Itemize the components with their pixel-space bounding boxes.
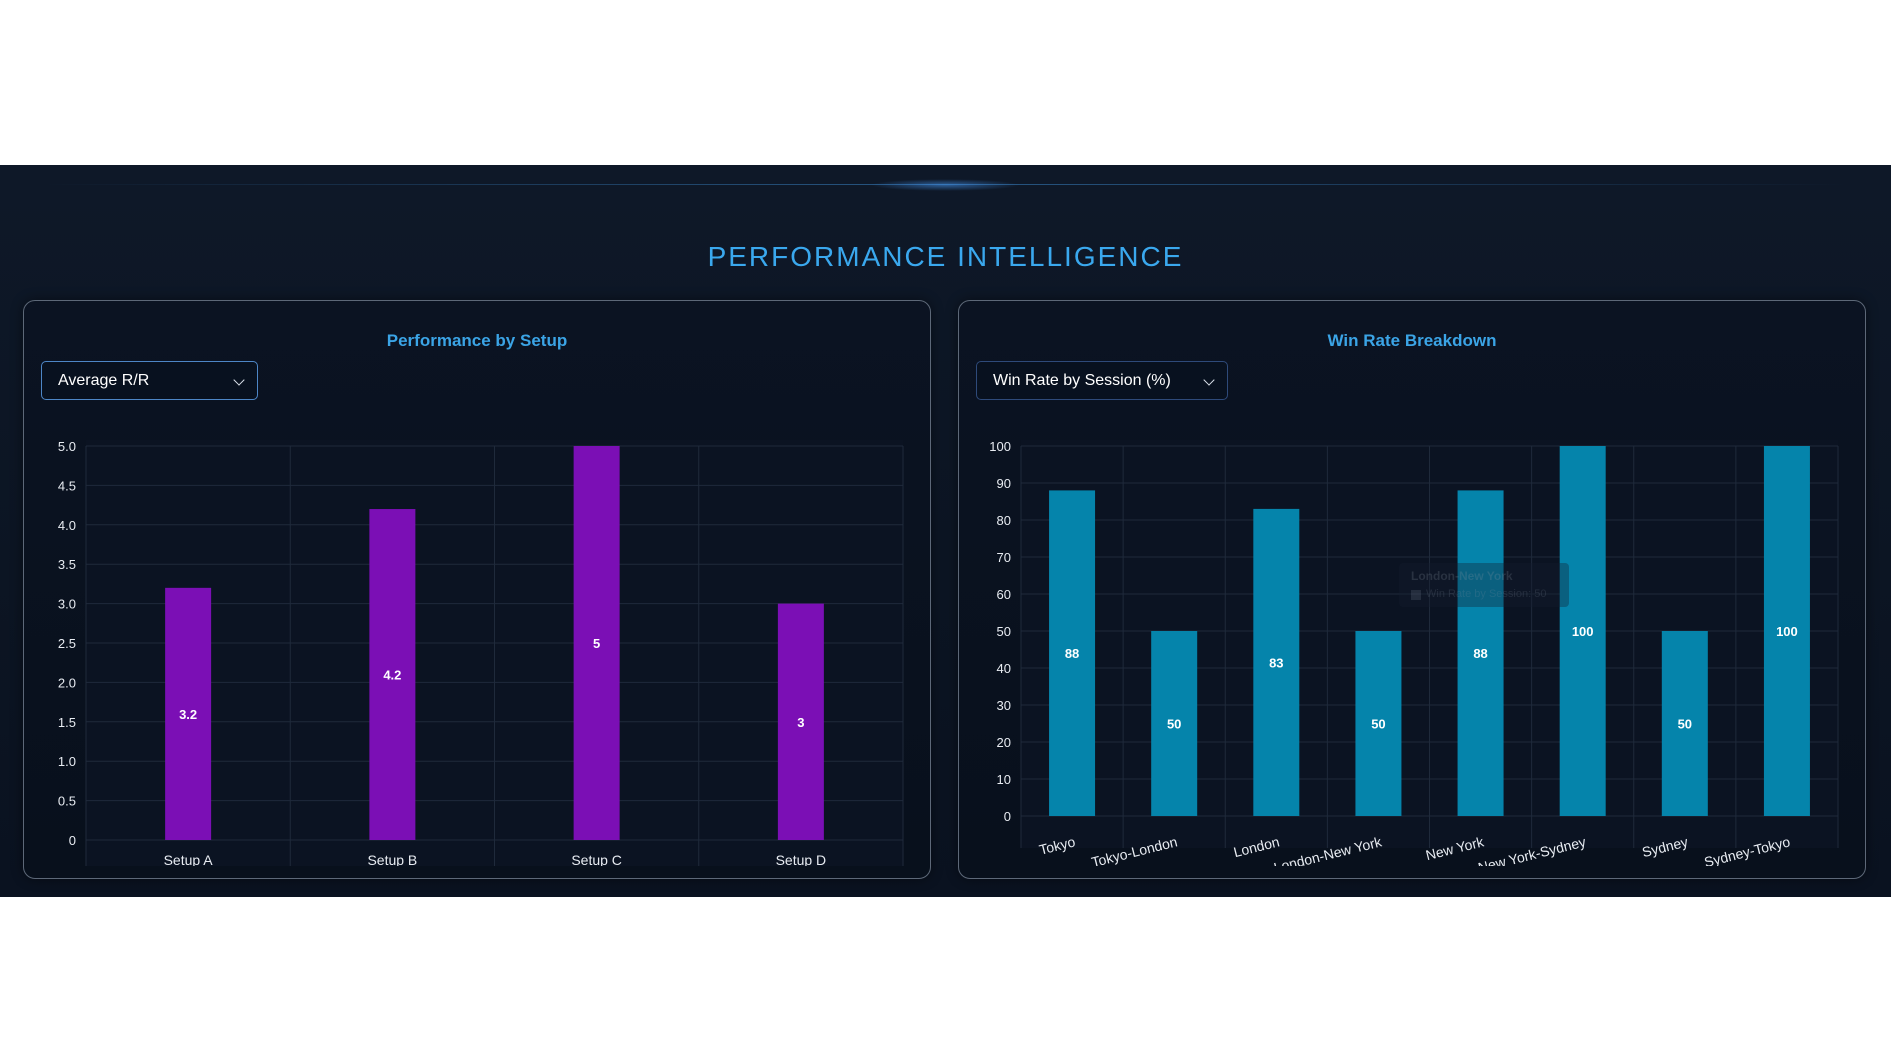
tooltip-swatch bbox=[1411, 590, 1421, 600]
page-title: PERFORMANCE INTELLIGENCE bbox=[707, 241, 1184, 272]
bar bbox=[573, 446, 620, 840]
bar bbox=[1559, 446, 1606, 816]
bar bbox=[369, 509, 416, 840]
dashboard-section: PERFORMANCE INTELLIGENCE Performance by … bbox=[0, 165, 1891, 897]
y-tick-label: 3.5 bbox=[58, 557, 76, 572]
y-tick-label: 100 bbox=[989, 439, 1011, 454]
bar-value-label: 100 bbox=[1572, 624, 1594, 639]
bar bbox=[1457, 490, 1504, 816]
win-rate-panel: Win Rate Breakdown Win Rate by Session (… bbox=[958, 300, 1866, 879]
y-tick-label: 90 bbox=[997, 476, 1011, 491]
y-tick-label: 40 bbox=[997, 661, 1011, 676]
bar-value-label: 50 bbox=[1678, 717, 1692, 732]
bar bbox=[1355, 631, 1402, 816]
bar-value-label: 83 bbox=[1269, 655, 1283, 670]
setup-metric-select[interactable]: Average R/R bbox=[41, 361, 258, 400]
bar bbox=[165, 587, 212, 840]
win-rate-metric-select-value: Win Rate by Session (%) bbox=[993, 372, 1171, 389]
y-tick-label: 0 bbox=[69, 833, 76, 848]
bar-value-label: 88 bbox=[1065, 646, 1079, 661]
bar-value-label: 50 bbox=[1371, 717, 1385, 732]
x-tick-label: Setup C bbox=[571, 852, 622, 866]
bar bbox=[1253, 508, 1300, 816]
x-tick-label: Setup D bbox=[776, 852, 827, 866]
bar bbox=[1049, 490, 1096, 816]
y-tick-label: 70 bbox=[997, 550, 1011, 565]
x-tick-label: Setup A bbox=[164, 852, 214, 866]
bar bbox=[1763, 446, 1810, 816]
x-tick-label: Setup B bbox=[367, 852, 417, 866]
bar bbox=[777, 603, 824, 840]
win-rate-metric-select[interactable]: Win Rate by Session (%) bbox=[976, 361, 1228, 400]
bar-value-label: 3 bbox=[797, 715, 804, 730]
tooltip-body: Win Rate by Session: 50 bbox=[1426, 588, 1547, 600]
chart-tooltip: London-New York Win Rate by Session: 50 bbox=[1399, 563, 1569, 607]
chevron-down-icon bbox=[1203, 374, 1215, 386]
y-tick-label: 0.5 bbox=[58, 794, 76, 809]
y-tick-label: 5.0 bbox=[58, 439, 76, 454]
y-tick-label: 4.5 bbox=[58, 478, 76, 493]
chevron-down-icon bbox=[233, 374, 245, 386]
y-tick-label: 2.0 bbox=[58, 675, 76, 690]
y-tick-label: 50 bbox=[997, 624, 1011, 639]
setup-performance-panel: Performance by Setup Average R/R 0 0.5 1.0… bbox=[23, 300, 931, 879]
win-rate-panel-title: Win Rate Breakdown bbox=[1327, 331, 1497, 350]
bar-value-label: 100 bbox=[1776, 624, 1798, 639]
bar-value-label: 4.2 bbox=[383, 668, 401, 683]
bar bbox=[1661, 631, 1708, 816]
y-tick-label: 4.0 bbox=[58, 518, 76, 533]
bar-value-label: 3.2 bbox=[179, 707, 197, 722]
bar bbox=[1151, 631, 1198, 816]
session-bar-chart: 010203040506070809010088Tokyo50Tokyo-Lon… bbox=[989, 439, 1839, 866]
y-tick-label: 10 bbox=[997, 772, 1011, 787]
y-tick-label: 1.0 bbox=[58, 754, 76, 769]
y-tick-label: 3.0 bbox=[58, 597, 76, 612]
y-tick-label: 60 bbox=[997, 587, 1011, 602]
tooltip-title: London-New York bbox=[1411, 569, 1513, 583]
y-tick-label: 1.5 bbox=[58, 715, 76, 730]
y-tick-label: 30 bbox=[997, 698, 1011, 713]
setup-bar-chart: 0 0.5 1.0 1.5 2.0 2.5 3.0 3.5 4.0 4.5 5.0 3.2 Setup … bbox=[58, 439, 904, 866]
bar-value-label: 50 bbox=[1167, 717, 1181, 732]
setup-panel-title: Performance by Setup bbox=[386, 331, 568, 350]
y-tick-label: 80 bbox=[997, 513, 1011, 528]
bar-value-label: 88 bbox=[1473, 646, 1487, 661]
y-tick-label: 2.5 bbox=[58, 636, 76, 651]
header-glow bbox=[870, 179, 1020, 191]
y-tick-label: 0 bbox=[1004, 809, 1011, 824]
bar-value-label: 5 bbox=[593, 636, 600, 651]
y-tick-label: 20 bbox=[997, 735, 1011, 750]
setup-metric-select-value: Average R/R bbox=[58, 372, 150, 389]
